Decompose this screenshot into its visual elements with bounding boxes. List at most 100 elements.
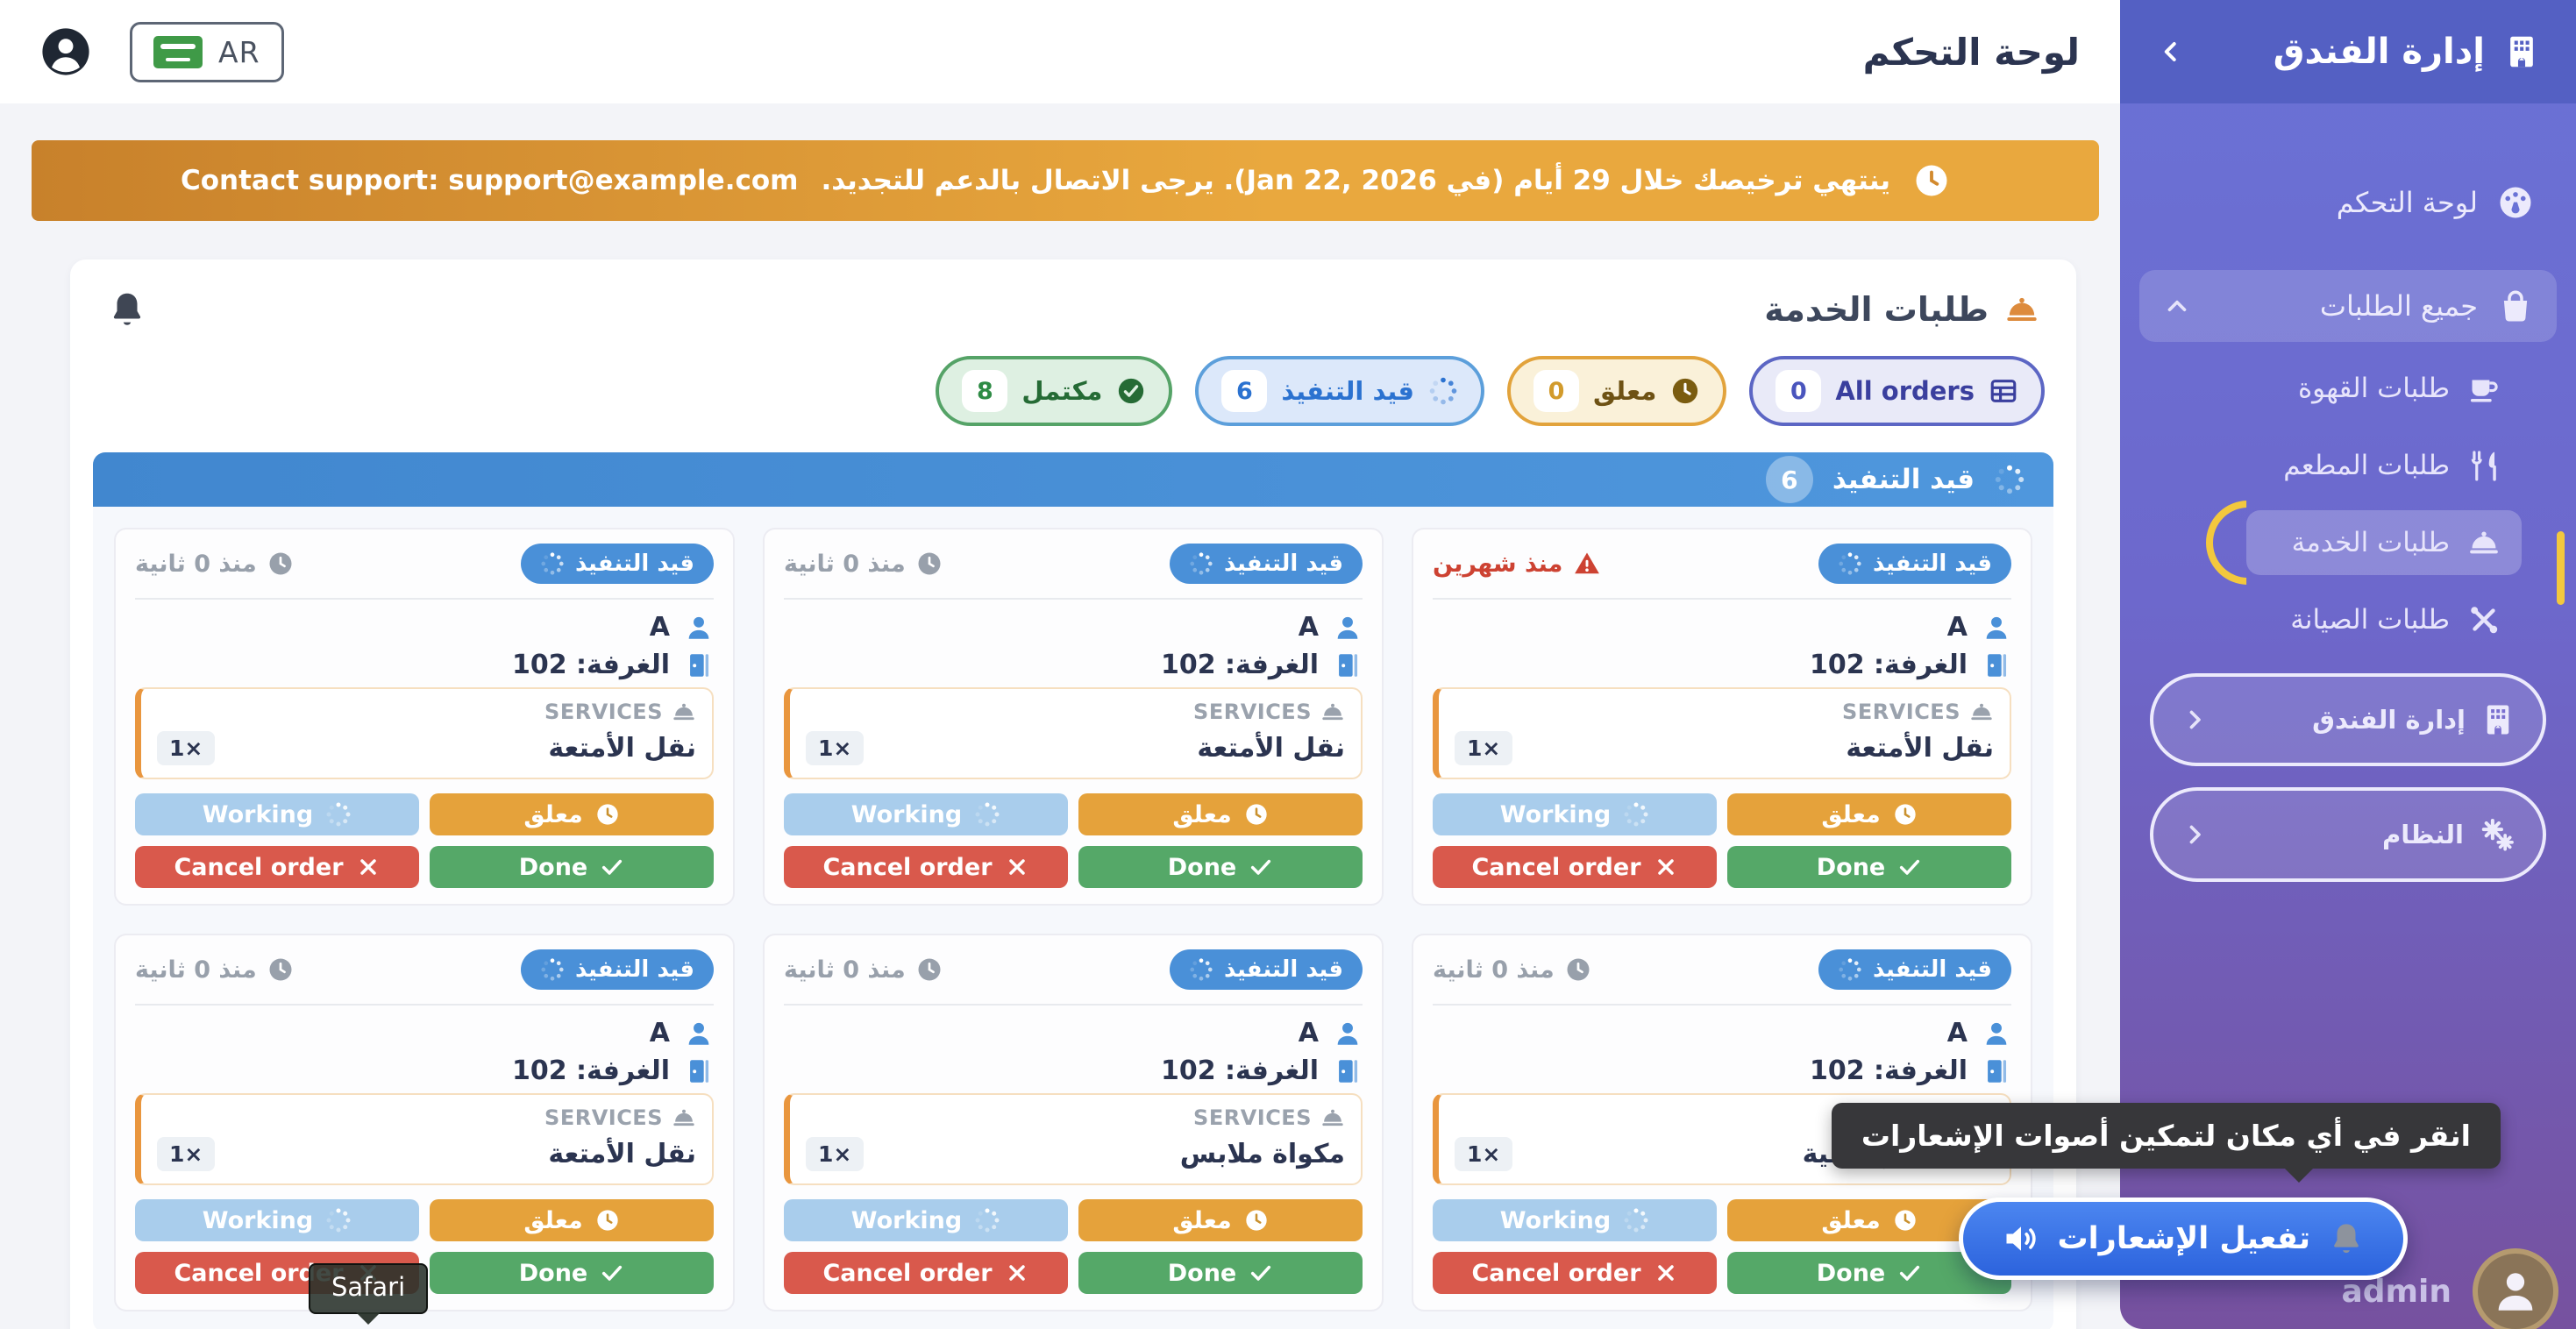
sidebar-item-label: لوحة التحكم — [2336, 186, 2478, 219]
filter-pending[interactable]: معلق 0 — [1507, 356, 1727, 426]
spinner-icon — [974, 1207, 1000, 1233]
filter-completed[interactable]: مكتمل 8 — [936, 356, 1173, 426]
section-label: قيد التنفيذ — [1832, 464, 1975, 495]
service-item-row: نقل الأمتعة 1× — [1455, 731, 1994, 765]
person-icon — [1982, 613, 2011, 643]
service-item-row: نقل الأمتعة 1× — [157, 1137, 696, 1171]
bell-muted-icon — [2328, 1220, 2365, 1257]
done-button-label: Done — [518, 853, 588, 881]
panel-title: طلبات الخدمة — [1764, 290, 2039, 329]
set-working-button[interactable]: Working — [784, 793, 1068, 835]
set-pending-button[interactable]: معلق — [1078, 793, 1363, 835]
set-pending-button[interactable]: معلق — [430, 1199, 714, 1241]
sidebar-item-label: طلبات القهوة — [2297, 373, 2450, 404]
room-row: الغرفة: 102 — [1433, 1055, 2011, 1086]
clock-icon — [267, 956, 294, 983]
bell-icon — [107, 289, 147, 330]
mark-done-button[interactable]: Done — [430, 1252, 714, 1294]
set-working-button[interactable]: Working — [135, 1199, 419, 1241]
user-avatar — [2473, 1248, 2558, 1329]
set-pending-button[interactable]: معلق — [430, 793, 714, 835]
check-icon — [600, 855, 624, 879]
cancel-order-button[interactable]: Cancel order — [784, 1252, 1068, 1294]
guest-row: A — [135, 612, 714, 643]
set-pending-button[interactable]: معلق — [1727, 793, 2011, 835]
service-quantity-badge: 1× — [806, 1137, 865, 1171]
spinner-icon — [325, 1207, 352, 1233]
spinner-icon — [1838, 551, 1862, 576]
order-status-pill: قيد التنفيذ — [1818, 544, 2011, 584]
sidebar-item-all-orders[interactable]: جميع الطلبات — [2139, 270, 2557, 342]
mark-done-button[interactable]: Done — [1727, 846, 2011, 888]
clock-icon — [595, 1208, 620, 1233]
services-header: SERVICES — [1455, 700, 1994, 724]
person-icon — [2490, 1266, 2541, 1317]
order-card-header: قيد التنفيذ منذ 0 ثانية — [784, 949, 1363, 990]
x-icon — [1654, 1261, 1678, 1285]
sidebar-item-hotel-management[interactable]: إدارة الفندق — [2150, 673, 2546, 766]
guest-name: A — [649, 1018, 670, 1048]
license-warning-text: ينتهي ترخيصك خلال 29 أيام (في Jan 22, 20… — [821, 165, 1891, 196]
sidebar-item-maintenance-orders[interactable]: طلبات الصيانة — [2192, 587, 2522, 652]
cancel-button-label: Cancel order — [822, 853, 993, 881]
in-progress-section-header: قيد التنفيذ 6 — [93, 452, 2053, 507]
check-icon — [1897, 1261, 1922, 1285]
sidebar-item-restaurant-orders[interactable]: طلبات المطعم — [2192, 433, 2522, 498]
notifications-bell-button[interactable] — [107, 289, 147, 330]
cancel-order-button[interactable]: Cancel order — [784, 846, 1068, 888]
order-age: منذ شهرين — [1433, 550, 1601, 578]
mark-done-button[interactable]: Done — [430, 846, 714, 888]
mark-done-button[interactable]: Done — [1078, 846, 1363, 888]
sidebar-item-service-orders[interactable]: طلبات الخدمة — [2206, 501, 2522, 585]
set-working-button[interactable]: Working — [135, 793, 419, 835]
sidebar-collapse-button[interactable] — [2155, 36, 2187, 68]
person-icon — [1982, 1019, 2011, 1048]
pending-button-label: معلق — [1172, 1206, 1232, 1234]
sidebar-item-system[interactable]: النظام — [2150, 787, 2546, 882]
set-working-button[interactable]: Working — [1433, 1199, 1717, 1241]
enable-notifications-button[interactable]: تفعيل الإشعارات — [1958, 1198, 2408, 1280]
clock-icon — [1913, 162, 1950, 199]
service-item-row: مكواة ملابس 1× — [806, 1137, 1345, 1171]
sidebar-user[interactable]: admin — [2341, 1248, 2558, 1329]
divider — [1433, 598, 2011, 600]
room-number: الغرفة: 102 — [1809, 1055, 1968, 1086]
sidebar-item-dashboard[interactable]: لوحة التحكم — [2139, 167, 2557, 238]
cancel-order-button[interactable]: Cancel order — [1433, 1252, 1717, 1294]
cancel-order-button[interactable]: Cancel order — [135, 846, 419, 888]
order-age-text: منذ 0 ثانية — [784, 550, 906, 578]
filter-all-orders[interactable]: All orders 0 — [1749, 356, 2045, 426]
room-number: الغرفة: 102 — [511, 650, 670, 680]
profile-menu-button[interactable] — [40, 26, 91, 77]
cancel-button-label: Cancel order — [174, 853, 344, 881]
cancel-button-label: Cancel order — [822, 1259, 993, 1287]
filter-in-progress[interactable]: قيد التنفيذ 6 — [1195, 356, 1485, 426]
service-quantity-badge: 1× — [157, 731, 216, 765]
door-icon — [684, 1056, 714, 1086]
set-working-button[interactable]: Working — [1433, 793, 1717, 835]
sidebar-item-coffee-orders[interactable]: طلبات القهوة — [2192, 356, 2522, 421]
mark-done-button[interactable]: Done — [1078, 1252, 1363, 1294]
language-switcher-button[interactable]: AR — [130, 21, 284, 82]
cloche-icon — [2004, 292, 2039, 327]
service-quantity-badge: 1× — [1455, 731, 1513, 765]
service-orders-panel: طلبات الخدمة All orders 0 معلق 0 — [70, 259, 2076, 1329]
x-icon — [356, 855, 381, 879]
section-count-badge: 6 — [1765, 456, 1813, 503]
spinner-icon — [1994, 464, 2025, 495]
services-box: SERVICES نقل الأمتعة 1× — [1433, 687, 2011, 779]
working-button-label: Working — [1499, 1206, 1612, 1234]
guest-row: A — [784, 1018, 1363, 1048]
set-working-button[interactable]: Working — [784, 1199, 1068, 1241]
x-icon — [1654, 855, 1678, 879]
set-pending-button[interactable]: معلق — [1078, 1199, 1363, 1241]
cancel-order-button[interactable]: Cancel order — [1433, 846, 1717, 888]
cancel-button-label: Cancel order — [1471, 1259, 1641, 1287]
order-card: قيد التنفيذ منذ 0 ثانية A الغرفة: 102 SE… — [114, 528, 735, 906]
door-icon — [1982, 650, 2011, 680]
guest-name: A — [1298, 612, 1319, 643]
order-actions: معلق Working Done Cancel order — [784, 1199, 1363, 1294]
spinner-icon — [540, 551, 565, 576]
clock-icon — [1244, 1208, 1269, 1233]
services-header: SERVICES — [806, 700, 1345, 724]
